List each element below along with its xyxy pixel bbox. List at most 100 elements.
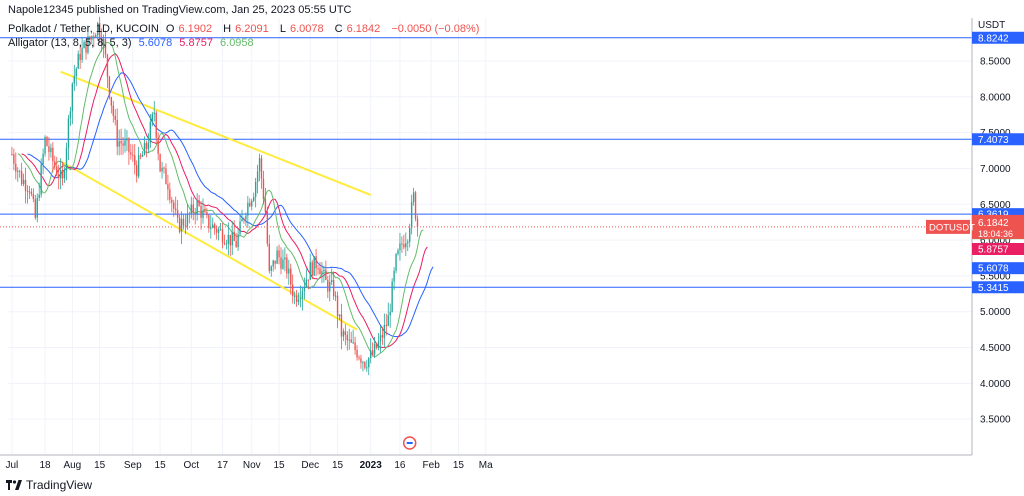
candle-body (399, 243, 401, 251)
candle-body (118, 141, 120, 147)
x-tick-label: Jul (6, 460, 19, 471)
candle-body (186, 213, 189, 227)
candle-body (412, 192, 415, 202)
symbol-tag-box (926, 219, 970, 234)
candle-body (336, 295, 339, 317)
tradingview-footer[interactable]: TradingView (6, 478, 92, 492)
candle-body (171, 199, 173, 203)
x-tick-label: 16 (394, 460, 406, 471)
candle-body (247, 202, 249, 216)
x-tick-label: Oct (184, 460, 200, 471)
candle-body (276, 250, 278, 264)
candle-body (137, 155, 140, 177)
candle-body (368, 358, 370, 368)
candle-body (100, 38, 103, 46)
candle-body (286, 257, 288, 274)
candle-body (42, 153, 44, 165)
y-tick-label: 6.0000 (980, 236, 1011, 247)
candle-body (342, 331, 345, 337)
axes: USDT 3.5000 4.0000 4.5000 5.0000 5.5000 6.0000… (0, 18, 1011, 471)
candle-body (114, 115, 116, 120)
candle-body (36, 197, 38, 218)
candle-body (389, 311, 391, 316)
candle-body (17, 170, 19, 172)
candle-body (161, 167, 163, 172)
candle-body (200, 205, 202, 218)
candle-body (241, 218, 243, 222)
price-label-box (972, 281, 1024, 294)
candle-body (292, 284, 294, 297)
candle-body (208, 215, 210, 229)
ohlc-low: L 6.0078 (279, 23, 324, 35)
candle-body (237, 234, 239, 248)
alligator-jaw-line (27, 72, 434, 338)
candle-body (243, 218, 245, 220)
candle-body (77, 53, 79, 69)
candle-body (375, 343, 378, 348)
candle-body (270, 266, 272, 271)
candle-body (371, 350, 374, 355)
candle-body (266, 212, 269, 244)
candle-body (61, 170, 64, 179)
candle-body (89, 36, 91, 40)
candle-body (366, 367, 368, 369)
candle-body (147, 142, 150, 149)
candle-body (130, 152, 132, 155)
y-tick-label: 3.5000 (980, 415, 1011, 426)
y-tick-label: 7.0000 (980, 164, 1011, 175)
x-tick-label: 15 (332, 460, 344, 471)
candle-body (272, 260, 274, 267)
candle-body (315, 256, 317, 269)
price-label-box (972, 242, 1024, 255)
candle-body (204, 210, 206, 213)
candle-body (116, 119, 118, 147)
candle-body (173, 202, 175, 209)
candle-body (317, 268, 319, 270)
candle-body (87, 36, 89, 53)
candle-body (95, 35, 97, 38)
candle-body (188, 213, 191, 215)
ohlc-open: O 6.1902 (165, 23, 213, 35)
candle-body (239, 221, 241, 235)
alligator-legend[interactable]: Alligator (13, 8, 5, 8, 5, 3) 5.6078 5.8… (8, 37, 258, 49)
candle-body (379, 335, 382, 342)
candle-body (377, 341, 380, 348)
candle-body (202, 210, 204, 218)
alligator-teeth-value: 5.8757 (179, 37, 213, 49)
candle-body (354, 342, 356, 350)
candle-body (235, 240, 237, 248)
candle-body (290, 268, 292, 285)
x-tick-label: 18 (39, 460, 51, 471)
candle-body (387, 315, 389, 327)
x-tick-label: Aug (63, 460, 81, 471)
candle-body (67, 118, 70, 148)
candle-body (227, 234, 230, 244)
candle-body (280, 257, 282, 269)
candle-body (256, 171, 259, 182)
candle-body (301, 291, 304, 299)
candle-body (139, 155, 142, 157)
candle-body (26, 190, 29, 192)
candle-body (210, 227, 212, 229)
candle-body (50, 147, 52, 153)
candle-body (122, 143, 124, 146)
current-price-countdown: 18:04:36 (978, 229, 1013, 239)
y-tick-label: 5.5000 (980, 271, 1011, 282)
y-tick-label: 4.5000 (980, 343, 1011, 354)
alligator-teeth-line (21, 52, 428, 348)
candle-body (327, 280, 329, 292)
candle-body (373, 343, 376, 355)
candle-body (194, 212, 196, 214)
candle-body (360, 358, 362, 363)
candle-body (364, 362, 366, 368)
current-price-box (972, 214, 1024, 239)
candle-body (397, 250, 399, 255)
candle-body (69, 111, 72, 119)
candle-body (348, 339, 350, 341)
candle-body (104, 38, 107, 55)
x-tick-label: 15 (94, 460, 106, 471)
ohlc-high: H 6.2091 (223, 23, 269, 35)
candle-body (288, 268, 290, 274)
